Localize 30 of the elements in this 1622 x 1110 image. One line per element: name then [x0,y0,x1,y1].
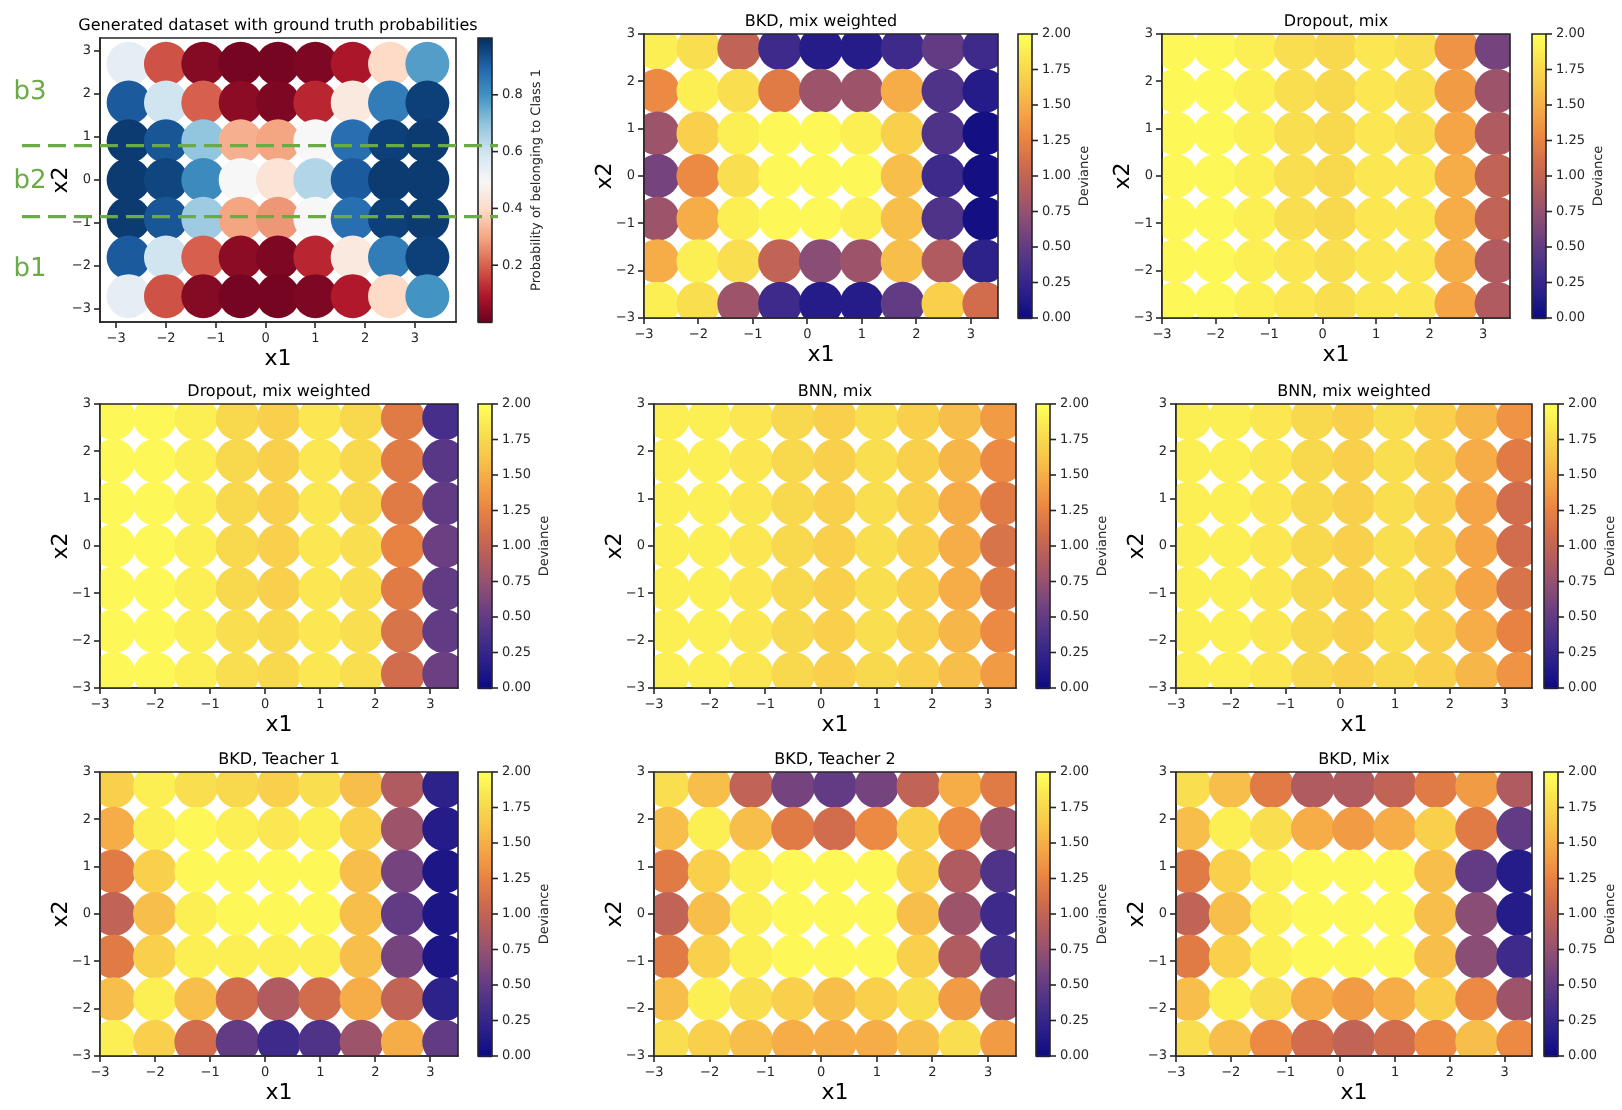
x-axis-title: x1 [264,344,292,371]
x-axis-title: x1 [821,1078,849,1105]
chart-title: BKD, Mix [1318,750,1391,768]
chart-title: BKD, Teacher 2 [774,750,896,768]
text: b1 [13,254,47,285]
y-axis-title: x2 [1122,532,1149,560]
x-axis-title: x1 [265,1078,293,1105]
x-axis-title: x1 [1340,710,1368,737]
text: b2 [13,165,47,196]
x-axis-title: x1 [807,340,835,367]
x-axis-title: x1 [1322,340,1350,367]
chart-title: BKD, mix weighted [744,12,898,30]
y-axis-title: x2 [46,166,73,194]
chart-title: Dropout, mix [1283,12,1389,30]
y-axis-title: x2 [46,900,73,928]
y-axis-title: x2 [46,532,73,560]
chart-title: Dropout, mix weighted [187,382,371,400]
chart-title: BNN, mix [797,382,873,400]
chart-title: Generated dataset with ground truth probabilities [78,16,478,34]
text: b3 [13,76,47,107]
y-axis-title: x2 [600,900,627,928]
x-axis-title: x1 [265,710,293,737]
x-axis-title: x1 [821,710,849,737]
chart-title: BNN, mix weighted [1277,382,1431,400]
y-axis-title: x2 [600,532,627,560]
y-axis-title: x2 [1122,900,1149,928]
y-axis-title: x2 [1108,162,1135,190]
chart-title: BKD, Teacher 1 [218,750,340,768]
x-axis-title: x1 [1340,1078,1368,1105]
y-axis-title: x2 [590,162,617,190]
